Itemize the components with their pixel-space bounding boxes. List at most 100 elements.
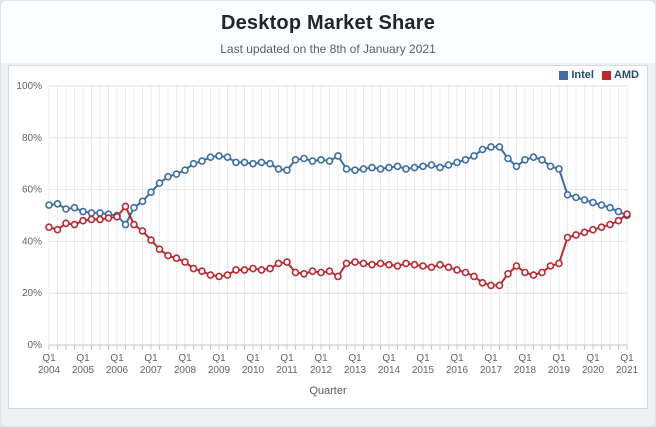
intel-marker[interactable] <box>614 207 623 216</box>
amd-marker[interactable] <box>563 233 572 242</box>
amd-marker[interactable] <box>249 264 257 273</box>
amd-marker[interactable] <box>555 259 563 268</box>
amd-marker[interactable] <box>597 223 606 231</box>
intel-marker[interactable] <box>606 203 614 212</box>
intel-marker[interactable] <box>283 166 291 174</box>
amd-marker[interactable] <box>478 279 487 287</box>
amd-marker[interactable] <box>427 263 436 272</box>
intel-marker[interactable] <box>461 156 470 164</box>
intel-marker[interactable] <box>410 163 419 172</box>
intel-marker[interactable] <box>206 153 215 161</box>
intel-marker[interactable] <box>580 196 589 204</box>
amd-marker[interactable] <box>215 272 223 281</box>
intel-marker[interactable] <box>232 158 240 167</box>
intel-marker[interactable] <box>121 220 130 229</box>
amd-marker[interactable] <box>172 254 181 262</box>
amd-marker[interactable] <box>317 268 325 277</box>
amd-marker[interactable] <box>572 231 580 239</box>
intel-marker[interactable] <box>240 158 249 167</box>
amd-marker[interactable] <box>240 266 249 274</box>
amd-marker[interactable] <box>300 270 308 278</box>
intel-marker[interactable] <box>147 188 155 196</box>
intel-marker[interactable] <box>572 193 580 202</box>
amd-marker[interactable] <box>79 216 87 225</box>
amd-marker[interactable] <box>130 220 138 229</box>
intel-marker[interactable] <box>436 163 444 172</box>
amd-marker[interactable] <box>164 251 172 260</box>
intel-marker[interactable] <box>402 165 410 173</box>
intel-marker[interactable] <box>419 162 427 171</box>
amd-marker[interactable] <box>257 266 266 274</box>
amd-marker[interactable] <box>291 268 300 277</box>
amd-marker[interactable] <box>546 262 555 270</box>
amd-marker[interactable] <box>155 245 164 253</box>
legend-item-amd[interactable]: AMD <box>601 69 639 81</box>
intel-marker[interactable] <box>274 165 283 173</box>
intel-marker[interactable] <box>427 161 436 169</box>
amd-marker[interactable] <box>62 219 70 228</box>
amd-marker[interactable] <box>393 262 402 270</box>
intel-marker[interactable] <box>87 209 96 217</box>
intel-marker[interactable] <box>495 143 504 151</box>
amd-marker[interactable] <box>308 267 317 275</box>
intel-marker[interactable] <box>470 152 478 160</box>
amd-marker[interactable] <box>487 281 495 290</box>
intel-marker[interactable] <box>317 156 325 164</box>
amd-marker[interactable] <box>521 268 529 277</box>
intel-marker[interactable] <box>351 166 359 174</box>
legend-item-intel[interactable]: Intel <box>559 69 594 81</box>
amd-marker[interactable] <box>113 213 121 221</box>
intel-marker[interactable] <box>155 179 164 187</box>
intel-marker[interactable] <box>478 145 487 154</box>
intel-marker[interactable] <box>70 203 79 212</box>
amd-marker[interactable] <box>181 258 189 266</box>
intel-marker[interactable] <box>45 201 53 209</box>
intel-marker[interactable] <box>223 153 232 161</box>
amd-marker[interactable] <box>53 225 62 234</box>
intel-marker[interactable] <box>291 156 300 164</box>
intel-marker[interactable] <box>138 197 147 206</box>
amd-marker[interactable] <box>376 259 385 268</box>
intel-marker[interactable] <box>444 161 453 169</box>
intel-marker[interactable] <box>172 170 181 178</box>
amd-marker[interactable] <box>402 259 410 268</box>
amd-marker[interactable] <box>283 258 291 266</box>
amd-marker[interactable] <box>470 272 478 281</box>
amd-marker[interactable] <box>45 223 53 231</box>
amd-marker[interactable] <box>70 220 79 229</box>
intel-marker[interactable] <box>300 154 308 163</box>
intel-marker[interactable] <box>597 201 606 209</box>
amd-marker[interactable] <box>342 259 351 268</box>
intel-marker[interactable] <box>334 152 342 160</box>
intel-marker[interactable] <box>342 165 351 173</box>
amd-marker[interactable] <box>529 271 538 279</box>
amd-marker[interactable] <box>87 215 96 224</box>
amd-marker[interactable] <box>589 225 597 234</box>
intel-marker[interactable] <box>79 207 87 216</box>
amd-marker[interactable] <box>436 260 444 269</box>
amd-marker[interactable] <box>368 260 376 269</box>
amd-marker[interactable] <box>121 202 130 211</box>
amd-marker[interactable] <box>444 263 453 272</box>
intel-marker[interactable] <box>62 205 70 213</box>
intel-marker[interactable] <box>181 166 189 174</box>
amd-marker[interactable] <box>334 272 342 281</box>
amd-marker[interactable] <box>198 267 206 275</box>
intel-marker[interactable] <box>198 157 206 165</box>
amd-marker[interactable] <box>351 258 359 266</box>
amd-marker[interactable] <box>223 271 232 279</box>
intel-marker[interactable] <box>529 153 538 161</box>
amd-marker[interactable] <box>453 266 461 274</box>
amd-marker[interactable] <box>232 266 240 274</box>
intel-marker[interactable] <box>325 157 334 165</box>
amd-marker[interactable] <box>385 260 393 269</box>
intel-marker[interactable] <box>504 154 512 163</box>
intel-marker[interactable] <box>393 162 402 171</box>
amd-marker[interactable] <box>580 228 589 237</box>
intel-marker[interactable] <box>164 172 172 181</box>
intel-marker[interactable] <box>512 162 521 171</box>
intel-marker[interactable] <box>563 191 572 199</box>
amd-marker[interactable] <box>104 214 113 222</box>
intel-marker[interactable] <box>215 152 223 160</box>
amd-marker[interactable] <box>96 215 104 224</box>
